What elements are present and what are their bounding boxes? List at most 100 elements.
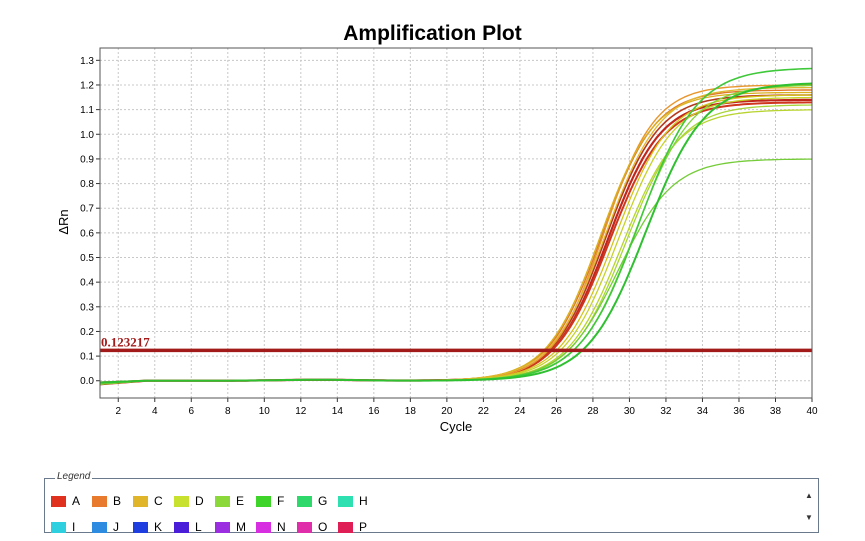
y-tick-label: 0.0 [80,376,94,387]
legend-item-e[interactable]: E [215,488,256,514]
legend-row: I J K L M N O P [51,514,791,540]
legend-swatch [215,521,230,533]
y-tick-label: 0.3 [80,302,94,313]
amplification-curve [99,82,813,384]
legend-swatch [297,495,312,507]
y-tick-label: 1.3 [80,56,94,67]
legend-label: J [113,520,119,534]
legend-label: G [318,494,328,508]
scroll-up-icon[interactable]: ▲ [805,491,813,500]
x-tick-label: 6 [189,406,195,417]
legend-label: E [236,494,245,508]
y-tick-label: 0.6 [80,228,94,239]
threshold-layer: 0.123217 [100,334,812,353]
curve-layer [99,67,813,386]
y-tick-label: 1.1 [80,105,94,116]
x-tick-label: 24 [514,406,526,417]
y-tick-label: 0.2 [80,327,94,338]
chart-title: Amplification Plot [343,22,522,45]
legend-swatch [338,495,353,507]
legend-label: N [277,520,286,534]
x-tick-label: 38 [770,406,782,417]
x-tick-label: 32 [660,406,672,417]
legend-label: C [154,494,163,508]
legend-item-j[interactable]: J [92,514,133,540]
legend-panel: Legend A B C D E F G H I J K L M N O P ▲ ▼ [44,471,819,534]
x-tick-label: 34 [697,406,709,417]
amplification-plot: 0.123217 2 4 6 8 10 12 14 16 18 20 22 24 26 28 30 32 34 3… [56,47,818,434]
legend-label: I [72,520,76,534]
legend-swatch [297,521,312,533]
legend-item-h[interactable]: H [338,488,379,514]
legend-item-n[interactable]: N [256,514,297,540]
legend-swatch [51,521,66,533]
legend-swatch [92,495,107,507]
x-tick-label: 10 [259,406,271,417]
x-tick-label: 2 [115,406,121,417]
legend-swatch [215,495,230,507]
legend-swatch [174,521,189,533]
legend-label: H [359,494,368,508]
y-tick-label: 0.8 [80,179,94,190]
legend-item-p[interactable]: P [338,514,379,540]
scroll-down-icon[interactable]: ▼ [805,513,813,522]
grid-layer [100,48,813,398]
legend-swatch [338,521,353,533]
y-tick-label: 0.5 [80,253,94,264]
x-tick-label: 18 [405,406,417,417]
legend-label: B [113,494,122,508]
legend-swatch [133,495,148,507]
legend-label: L [195,520,202,534]
x-tick-label: 20 [441,406,453,417]
legend-item-c[interactable]: C [133,488,174,514]
plot-area [100,48,812,398]
legend-item-l[interactable]: L [174,514,215,540]
legend-item-b[interactable]: B [92,488,133,514]
x-tick-label: 22 [478,406,490,417]
y-axis-title: ΔRn [56,209,71,234]
x-tick-label: 26 [551,406,563,417]
legend-label: K [154,520,163,534]
legend-swatch [256,495,271,507]
x-tick-label: 36 [733,406,745,417]
legend-caption: Legend [55,471,93,482]
y-tick-label: 0.9 [80,154,94,165]
legend-item-a[interactable]: A [51,488,92,514]
x-tick-label: 12 [295,406,307,417]
x-tick-label: 30 [624,406,636,417]
legend-swatch [92,521,107,533]
plot-frame [99,47,813,399]
legend-row: A B C D E F G H [51,488,791,514]
x-tick-label: 16 [368,406,380,417]
legend-item-m[interactable]: M [215,514,256,540]
x-tick-label: 8 [225,406,231,417]
y-tick-label: 0.7 [80,204,94,215]
legend-item-f[interactable]: F [256,488,297,514]
x-tick-label: 40 [806,406,818,417]
legend-label: D [195,494,204,508]
x-tick-label: 4 [152,406,158,417]
legend-item-d[interactable]: D [174,488,215,514]
y-tick-label: 1.0 [80,130,94,141]
legend-item-o[interactable]: O [297,514,338,540]
legend-label: F [277,494,285,508]
x-axis-title: Cycle [440,419,473,434]
x-tick-label: 28 [587,406,599,417]
legend-label: P [359,520,368,534]
legend-scrollbar[interactable]: ▲ ▼ [802,485,816,529]
legend-item-k[interactable]: K [133,514,174,540]
y-tick-label: 1.2 [80,80,94,91]
y-tick-label: 0.4 [80,278,94,289]
legend-item-g[interactable]: G [297,488,338,514]
legend-items: A B C D E F G H I J K L M N O P [51,488,791,540]
legend-swatch [51,495,66,507]
legend-swatch [133,521,148,533]
y-tick-label: 0.1 [80,352,94,363]
legend-item-i[interactable]: I [51,514,92,540]
x-tick-label: 14 [332,406,344,417]
threshold-label: 0.123217 [101,334,150,349]
legend-label: O [318,520,328,534]
legend-swatch [256,521,271,533]
legend-label: A [72,494,81,508]
legend-label: M [236,520,246,534]
